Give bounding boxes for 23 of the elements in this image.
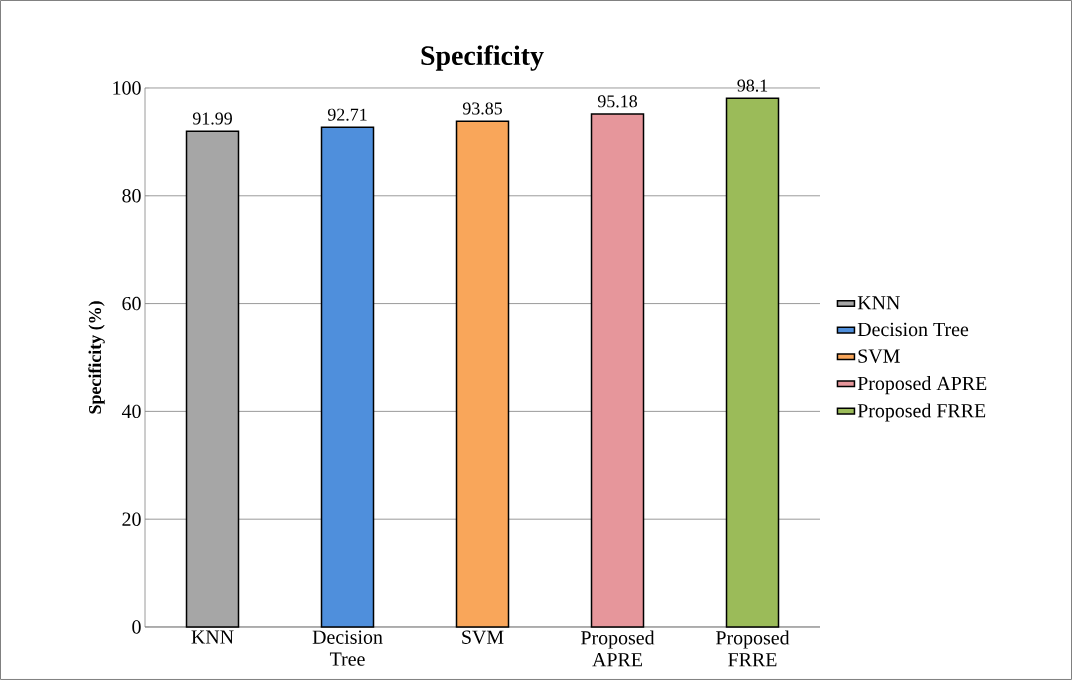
y-tick-label: 20 [122,512,141,526]
legend-label: Proposed FRRE [857,403,986,422]
chart-title: Specificity [421,45,544,71]
data-label: 91.99 [192,112,232,125]
y-axis-title: Specificity (%) [88,301,105,414]
legend-label: Proposed APRE [857,376,987,395]
x-tick-label: Decision Tree [312,630,383,666]
y-tick-label: 60 [122,296,141,311]
x-tick-label: Proposed APRE [581,630,655,667]
data-label: 95.18 [597,95,637,108]
x-tick-label: KNN [191,630,234,644]
x-tick-label: SVM [462,630,504,644]
data-label: 93.85 [462,102,502,115]
y-tick-label: 80 [122,189,141,203]
data-label: 98.1 [737,79,768,92]
legend-label: SVM [858,349,900,363]
x-tick-label: Proposed FRRE [716,630,790,667]
legend-label: Decision Tree [857,322,969,337]
y-tick-label: 100 [113,81,141,95]
data-label: 92.71 [327,108,367,121]
y-tick-label: 40 [121,404,141,419]
legend-label: KNN [857,296,900,310]
y-tick-label: 0 [132,620,141,634]
